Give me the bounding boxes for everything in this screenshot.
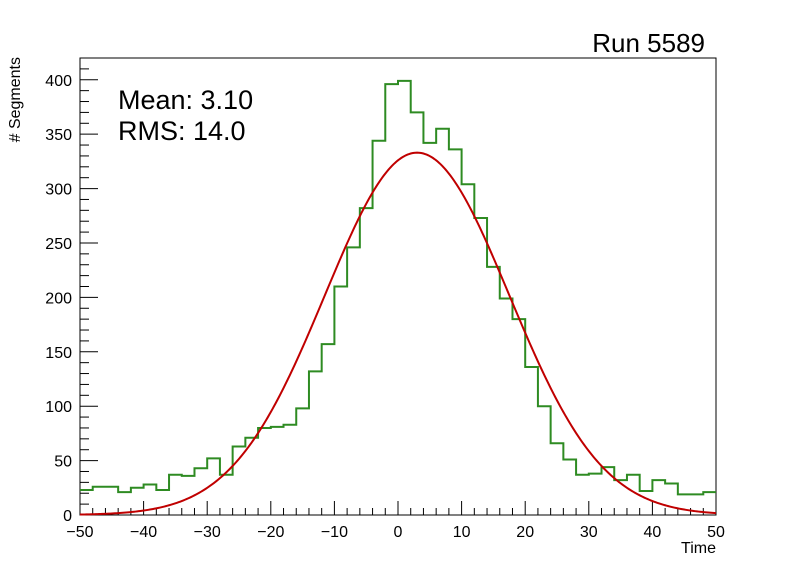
histogram-series — [80, 79, 716, 496]
y-tick-label: 50 — [54, 454, 72, 471]
y-tick-label: 350 — [45, 127, 72, 144]
run-title: Run 5589 — [592, 28, 705, 58]
x-tick-label: 30 — [580, 524, 598, 541]
gaussian-fit-curve — [79, 151, 717, 516]
stats-rms: RMS: 14.0 — [118, 116, 246, 146]
x-tick-label: −30 — [194, 524, 221, 541]
y-axis-title: # Segments — [7, 57, 24, 142]
y-tick-label: 200 — [45, 290, 72, 307]
x-tick-label: 50 — [707, 524, 725, 541]
y-tick-label: 300 — [45, 182, 72, 199]
x-tick-label: 20 — [516, 524, 534, 541]
y-tick-label: 150 — [45, 345, 72, 362]
stats-mean: Mean: 3.10 — [118, 85, 253, 115]
x-tick-label: 10 — [453, 524, 471, 541]
y-tick-label: 400 — [45, 73, 72, 90]
y-tick-label: 250 — [45, 236, 72, 253]
x-axis-ticks: −50 −40 −30 −20 −10 0 10 20 30 40 50 — [66, 501, 725, 541]
x-tick-label: −50 — [66, 524, 93, 541]
x-tick-label: 0 — [394, 524, 403, 541]
x-tick-label: −10 — [321, 524, 348, 541]
x-axis-title: Time — [681, 540, 716, 557]
y-axis-ticks: 0 50 100 150 200 250 300 350 400 — [45, 57, 98, 525]
x-tick-label: −20 — [257, 524, 284, 541]
x-tick-label: 40 — [644, 524, 662, 541]
x-tick-label: −40 — [130, 524, 157, 541]
y-tick-label: 0 — [63, 508, 72, 525]
y-tick-label: 100 — [45, 399, 72, 416]
